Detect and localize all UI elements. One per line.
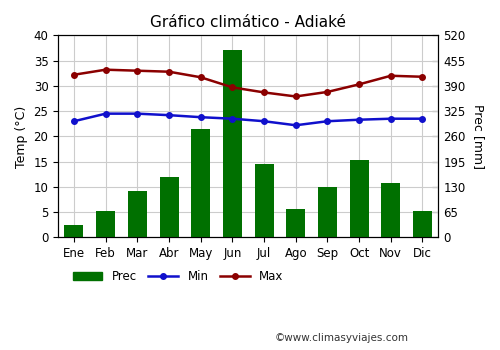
Bar [382, 183, 400, 237]
Bar [128, 191, 147, 237]
Bar [160, 177, 178, 237]
Y-axis label: Temp (°C): Temp (°C) [15, 105, 28, 168]
Bar [64, 225, 84, 237]
Legend: Prec, Min, Max: Prec, Min, Max [68, 266, 288, 288]
Bar [350, 161, 368, 237]
Bar [191, 128, 210, 237]
Bar [254, 164, 274, 237]
Bar [286, 209, 306, 237]
Bar [96, 211, 115, 237]
Bar [413, 211, 432, 237]
Bar [223, 50, 242, 237]
Text: ©www.climasyviajes.com: ©www.climasyviajes.com [275, 333, 409, 343]
Bar [318, 187, 337, 237]
Title: Gráfico climático - Adiaké: Gráfico climático - Adiaké [150, 15, 346, 30]
Y-axis label: Prec [mm]: Prec [mm] [472, 104, 485, 169]
